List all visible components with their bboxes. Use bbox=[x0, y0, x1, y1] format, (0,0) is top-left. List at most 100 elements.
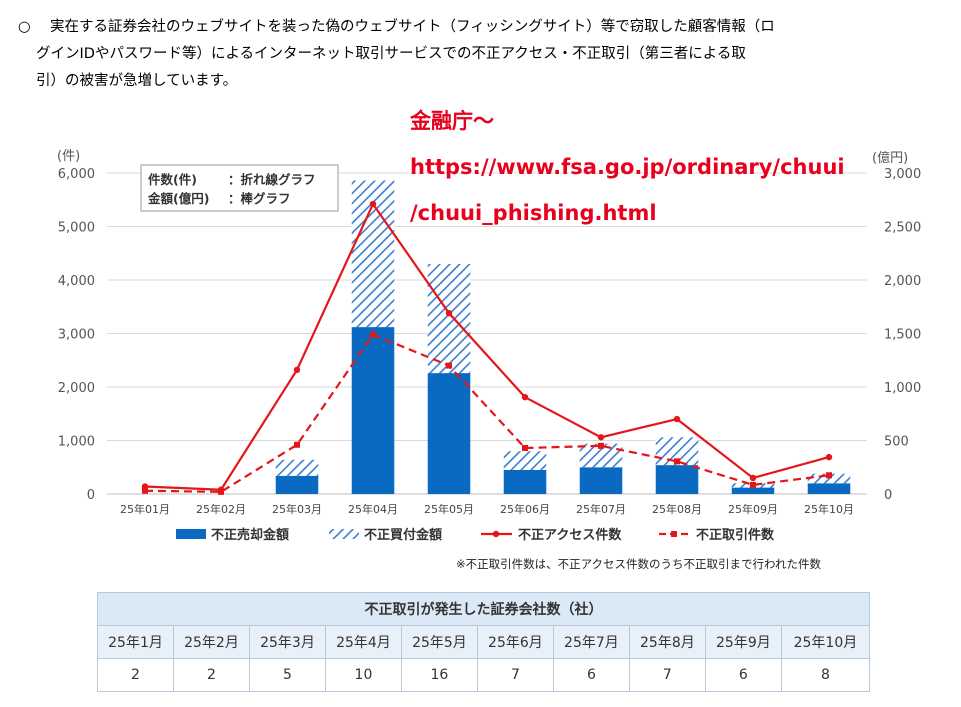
line-access-count bbox=[144, 201, 830, 491]
intro-text: ○ 実在する証券会社のウェブサイトを装った偽のウェブサイト（フィッシングサイト）等… bbox=[18, 14, 943, 95]
bullet-circle: ○ bbox=[18, 19, 31, 35]
bar-sell bbox=[655, 465, 699, 494]
left-tick-label: 1,000 bbox=[58, 435, 95, 450]
legend-swatch-sell bbox=[176, 529, 206, 539]
point-access bbox=[749, 474, 757, 482]
right-tick-label: 1,000 bbox=[884, 381, 921, 396]
x-label: 25年09月 bbox=[728, 502, 778, 516]
left-tick-label: 2,000 bbox=[58, 381, 95, 396]
table-value-cell: 10 bbox=[324, 658, 402, 692]
bar-sell bbox=[503, 469, 547, 494]
legend-marker-trade bbox=[671, 531, 677, 537]
left-axis-unit: (件) bbox=[57, 149, 80, 164]
x-label: 25年08月 bbox=[652, 502, 702, 516]
table-month-row: 25年1月 25年2月 25年3月 25年4月 25年5月 25年6月 25年7月 25年8月… bbox=[97, 625, 871, 659]
x-label: 25年02月 bbox=[196, 502, 246, 516]
table-value-cell: 5 bbox=[248, 658, 326, 692]
table-month-cell: 25年2月 bbox=[172, 625, 250, 659]
legend-swatch-buy bbox=[329, 529, 359, 539]
right-tick-label: 500 bbox=[884, 435, 909, 450]
axis-ticks: 0 1,000 2,000 3,000 4,000 5,000 6,000 0 500 1,000… bbox=[57, 149, 921, 503]
table-value-cell: 6 bbox=[704, 658, 782, 692]
point-trade bbox=[522, 444, 528, 451]
x-label: 25年03月 bbox=[272, 502, 322, 516]
x-label: 25年04月 bbox=[348, 502, 398, 516]
point-trade bbox=[218, 488, 224, 495]
table-month-cell: 25年4月 bbox=[324, 625, 402, 659]
x-label: 25年07月 bbox=[576, 502, 626, 516]
x-label: 25年10月 bbox=[804, 502, 854, 516]
table-value-cell: 2 bbox=[172, 658, 250, 692]
legend-label-sell: 不正売却金額 bbox=[211, 527, 289, 543]
point-access bbox=[673, 415, 681, 423]
right-tick-label: 2,500 bbox=[884, 221, 921, 236]
table-month-cell: 25年10月 bbox=[780, 625, 871, 659]
bar-sell bbox=[275, 475, 319, 494]
source-title: 金融庁～ bbox=[410, 109, 494, 133]
note-key-count: 件数(件) bbox=[148, 172, 197, 187]
point-access bbox=[445, 309, 453, 317]
table-month-cell: 25年1月 bbox=[97, 625, 174, 659]
note-key-amount: 金額(億円) bbox=[147, 191, 209, 206]
point-access bbox=[597, 434, 605, 441]
table-month-cell: 25年6月 bbox=[476, 625, 554, 659]
legend-marker-access bbox=[492, 530, 500, 538]
note-desc-count: ：折れ線グラフ bbox=[228, 172, 316, 187]
note-box bbox=[140, 164, 339, 212]
table-month-cell: 25年5月 bbox=[400, 625, 478, 659]
right-axis-unit: (億円) bbox=[872, 150, 908, 166]
bar-sell bbox=[427, 373, 471, 494]
x-label: 25年01月 bbox=[120, 502, 170, 516]
left-tick-label: 4,000 bbox=[58, 274, 95, 289]
point-access bbox=[369, 200, 377, 208]
intro-line-3: 引）の被害が急増しています。 bbox=[36, 73, 238, 89]
source-label: 金融庁～ https://www.fsa.go.jp/ordinary/chuu… bbox=[410, 98, 845, 236]
bar-buy bbox=[275, 459, 319, 476]
left-tick-label: 0 bbox=[87, 488, 95, 503]
table-value-cell: 6 bbox=[552, 658, 630, 692]
x-labels: 25年01月 25年02月 25年03月 25年04月 25年05月 25年06月 25年0… bbox=[120, 502, 854, 516]
bar-sell bbox=[351, 327, 395, 494]
bar-sell bbox=[731, 487, 775, 494]
point-trade bbox=[294, 441, 300, 448]
bar-buy bbox=[427, 263, 471, 374]
table-title: 不正取引が発生した証券会社数（社） bbox=[97, 592, 870, 626]
table-value-cell: 7 bbox=[476, 658, 554, 692]
point-access bbox=[521, 393, 529, 401]
lines bbox=[141, 200, 833, 495]
table-month-cell: 25年9月 bbox=[704, 625, 782, 659]
left-tick-label: 5,000 bbox=[58, 221, 95, 236]
legend-label-access: 不正アクセス件数 bbox=[518, 527, 622, 543]
right-tick-label: 1,500 bbox=[884, 328, 921, 343]
company-count-table: 不正取引が発生した証券会社数（社） 25年1月 25年2月 25年3月 25年4月 25… bbox=[97, 592, 871, 692]
table-month-cell: 25年3月 bbox=[248, 625, 326, 659]
x-label: 25年06月 bbox=[500, 502, 550, 516]
right-tick-label: 3,000 bbox=[884, 167, 921, 182]
point-access bbox=[293, 366, 301, 374]
legend-label-trade: 不正取引件数 bbox=[696, 527, 775, 543]
chart-footnote: ※不正取引件数は、不正アクセス件数のうち不正取引まで行われた件数 bbox=[456, 557, 821, 571]
point-trade bbox=[750, 481, 756, 488]
source-url-line-2: /chuui_phishing.html bbox=[410, 201, 657, 225]
point-trade bbox=[142, 487, 148, 494]
point-trade bbox=[370, 331, 376, 338]
table-month-cell: 25年8月 bbox=[628, 625, 706, 659]
source-url-line-1: https://www.fsa.go.jp/ordinary/chuui bbox=[410, 155, 845, 179]
bar-buy bbox=[579, 443, 623, 468]
x-label: 25年05月 bbox=[424, 502, 474, 516]
table-value-cell: 8 bbox=[780, 658, 871, 692]
point-trade bbox=[826, 472, 832, 479]
bar-sell bbox=[807, 483, 851, 494]
line-trade-count bbox=[144, 333, 830, 493]
legend: 不正売却金額 不正買付金額 不正アクセス件数 不正取引件数 bbox=[176, 527, 775, 543]
left-tick-label: 3,000 bbox=[58, 328, 95, 343]
right-tick-label: 0 bbox=[884, 488, 892, 503]
bar-buy bbox=[503, 451, 547, 470]
point-trade bbox=[674, 458, 680, 465]
legend-label-buy: 不正買付金額 bbox=[364, 527, 442, 543]
table-value-cell: 16 bbox=[400, 658, 478, 692]
point-trade bbox=[598, 442, 604, 449]
intro-line-1: 実在する証券会社のウェブサイトを装った偽のウェブサイト（フィッシングサイト）等で… bbox=[50, 19, 775, 35]
